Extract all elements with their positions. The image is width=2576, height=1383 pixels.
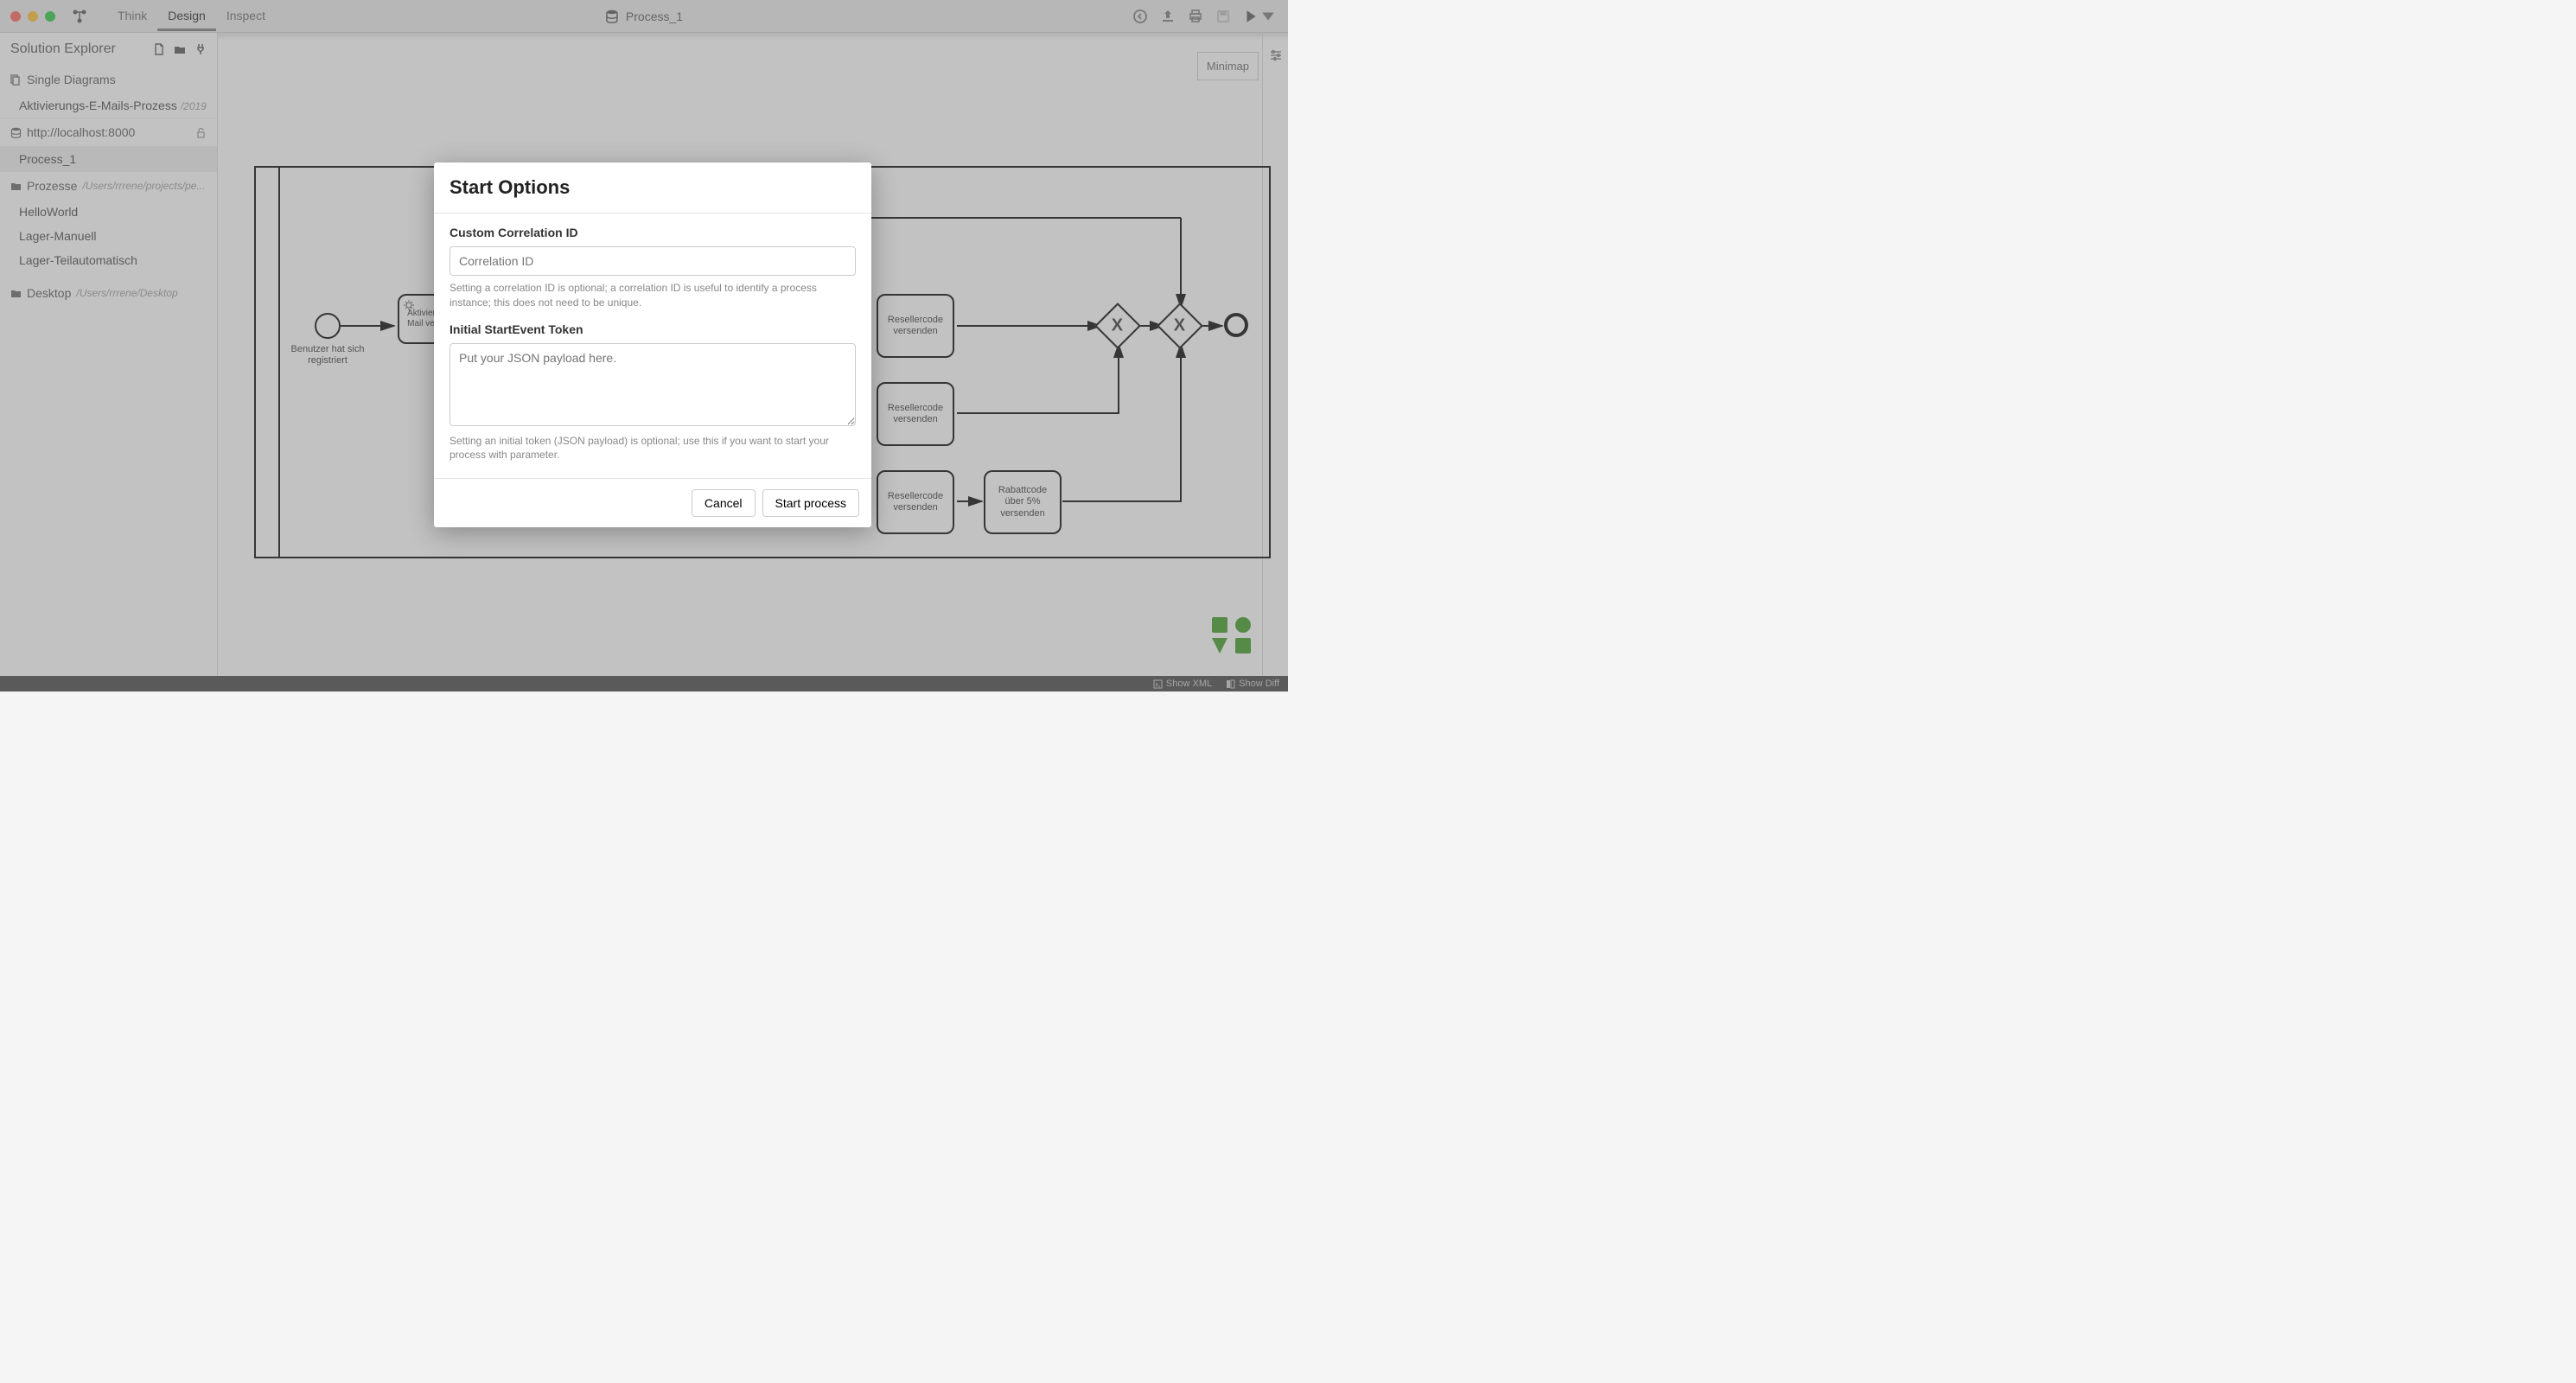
correlation-id-help: Setting a correlation ID is optional; a …: [450, 281, 856, 310]
start-process-button[interactable]: Start process: [762, 489, 859, 517]
token-help: Setting an initial token (JSON payload) …: [450, 434, 856, 463]
token-textarea[interactable]: [450, 343, 856, 426]
correlation-id-label: Custom Correlation ID: [450, 226, 856, 239]
start-options-modal: Start Options Custom Correlation ID Sett…: [434, 163, 871, 527]
token-label: Initial StartEvent Token: [450, 322, 856, 336]
modal-title: Start Options: [434, 163, 871, 213]
correlation-id-input[interactable]: [450, 246, 856, 276]
cancel-button[interactable]: Cancel: [692, 489, 756, 517]
